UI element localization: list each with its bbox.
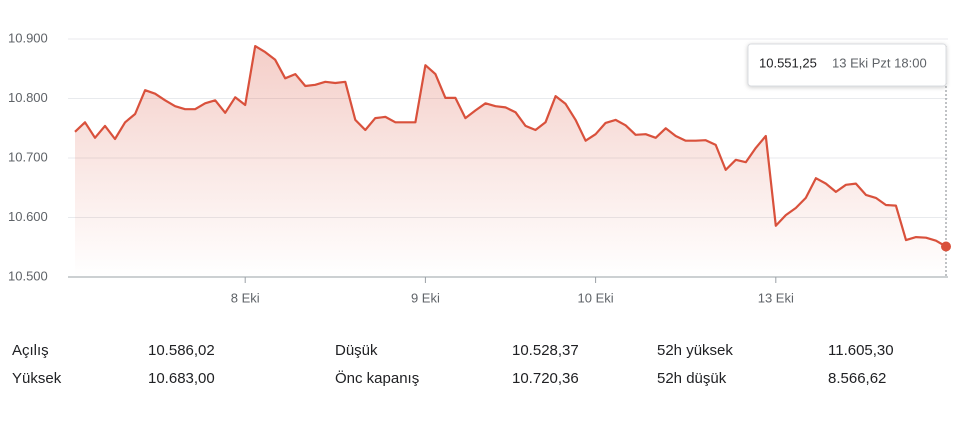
stat-value: 10.586,02 xyxy=(148,342,215,359)
tooltip: 10.551,25 13 Eki Pzt 18:00 xyxy=(747,43,947,87)
chart: 10.500 10.600 10.700 10.800 10.900 8 Eki 9 Eki… xyxy=(8,30,951,305)
y-tick-label: 10.700 xyxy=(8,149,48,164)
tooltip-box xyxy=(747,43,947,87)
y-tick-label: 10.900 xyxy=(8,30,48,45)
stat-label: Yüksek xyxy=(12,370,62,387)
stat-value: 10.528,37 xyxy=(512,342,579,359)
y-tick-label: 10.600 xyxy=(8,209,48,224)
stat-value: 10.720,36 xyxy=(512,370,579,387)
x-tick-label: 9 Eki xyxy=(411,290,440,305)
area xyxy=(75,46,946,277)
x-tick-label: 8 Eki xyxy=(231,290,260,305)
tooltip-time: 13 Eki Pzt 18:00 xyxy=(832,55,927,70)
stat-label: Önc kapanış xyxy=(335,370,420,387)
stat-value: 11.605,30 xyxy=(828,342,894,359)
y-tick-label: 10.500 xyxy=(8,268,48,283)
stat-value: 10.683,00 xyxy=(148,370,215,387)
stat-label: 52h yüksek xyxy=(657,342,733,359)
stat-label: Düşük xyxy=(335,342,378,359)
x-tick-label: 10 Eki xyxy=(578,290,614,305)
end-point xyxy=(941,241,951,252)
y-tick-label: 10.800 xyxy=(8,90,48,105)
stat-value: 8.566,62 xyxy=(828,370,887,387)
stat-label: Açılış xyxy=(12,342,49,359)
stat-label: 52h düşük xyxy=(657,370,727,387)
x-tick-label: 13 Eki xyxy=(758,290,794,305)
tooltip-value: 10.551,25 xyxy=(759,55,817,70)
price-line xyxy=(74,45,947,248)
